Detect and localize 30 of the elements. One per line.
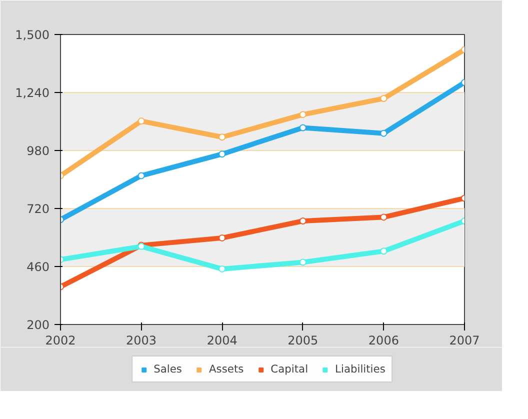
point	[218, 234, 226, 242]
point	[299, 111, 306, 118]
y-tick-label: 1,500	[15, 28, 50, 42]
y-tick-label: 200	[26, 318, 50, 332]
x-tick-label: 2002	[45, 334, 76, 348]
x-tick-label: 2007	[449, 334, 480, 348]
x-tick-label: 2005	[288, 334, 318, 348]
y-tick-label: 1,240	[15, 86, 50, 100]
point	[138, 172, 145, 180]
point	[138, 118, 145, 125]
point	[380, 214, 388, 221]
x-tick-label: 2004	[206, 334, 238, 348]
point	[218, 265, 226, 272]
point	[380, 248, 388, 255]
legend-label: Sales	[154, 362, 182, 376]
x-tick-label: 2003	[126, 334, 157, 348]
point	[380, 95, 388, 102]
y-tick-label: 460	[26, 260, 50, 274]
x-tick-label: 2006	[368, 334, 399, 348]
y-tick-label: 720	[26, 202, 50, 216]
y-tick-label: 980	[26, 144, 50, 158]
legend-label: Capital	[270, 362, 308, 376]
point	[218, 150, 226, 158]
point	[299, 218, 306, 224]
legend-label: Liabilities	[335, 362, 386, 376]
point	[218, 134, 226, 141]
point	[380, 130, 388, 137]
point	[299, 258, 306, 266]
legend-label: Assets	[208, 362, 244, 376]
point	[299, 124, 306, 132]
